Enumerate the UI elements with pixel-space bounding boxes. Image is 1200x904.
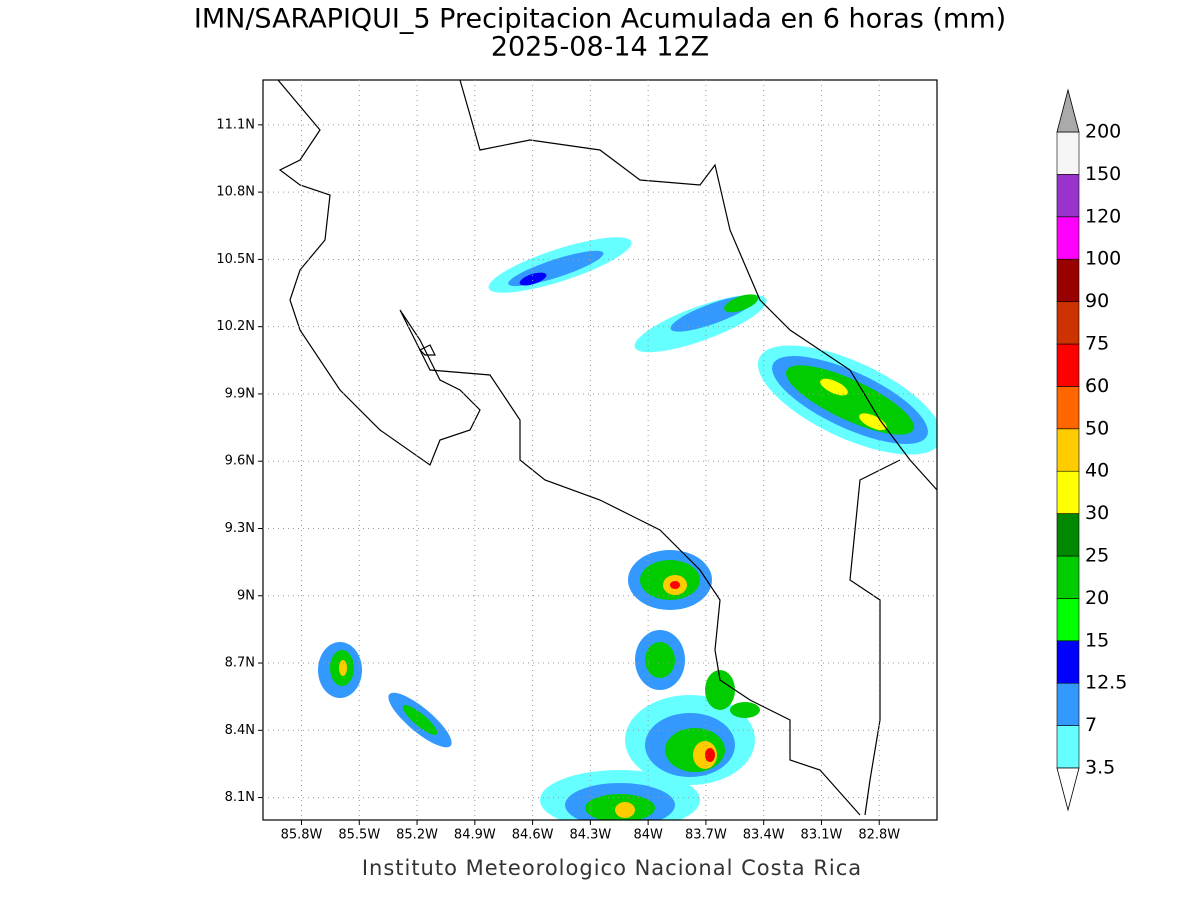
colorbar-label: 90 xyxy=(1085,290,1109,312)
colorbar-label: 100 xyxy=(1085,248,1121,270)
colorbar-swatch xyxy=(1056,640,1080,684)
colorbar-swatch xyxy=(1056,725,1080,769)
y-tick-label: 8.7N xyxy=(225,656,255,671)
rain-band xyxy=(757,345,937,455)
colorbar-swatch xyxy=(1056,386,1080,430)
colorbar-label: 30 xyxy=(1085,502,1109,524)
rain-cell xyxy=(540,770,700,820)
x-tick-label: 83.4W xyxy=(743,828,785,843)
y-tick-label: 8.4N xyxy=(225,723,255,738)
colorbar-label: 3.5 xyxy=(1085,757,1115,779)
rain-cell xyxy=(318,642,362,698)
colorbar-swatch xyxy=(1056,513,1080,557)
colorbar-label: 50 xyxy=(1085,417,1109,439)
colorbar-over xyxy=(1056,88,1080,133)
y-tick-label: 10.2N xyxy=(216,319,255,334)
y-tick-label: 10.8N xyxy=(216,185,255,200)
x-tick-label: 85.2W xyxy=(396,828,438,843)
rain-band xyxy=(488,237,632,293)
colorbar-label: 200 xyxy=(1085,121,1121,143)
y-tick-label: 9.6N xyxy=(225,454,255,469)
x-tick-label: 85.8W xyxy=(281,828,323,843)
x-tick-label: 84.6W xyxy=(512,828,554,843)
colorbar-swatch xyxy=(1056,174,1080,218)
colorbar-label: 20 xyxy=(1085,587,1109,609)
y-tick-label: 11.1N xyxy=(216,117,255,132)
rain-cell xyxy=(628,550,712,610)
colorbar-label: 150 xyxy=(1085,163,1121,185)
title: IMN/SARAPIQUI_5 Precipitacion Acumulada … xyxy=(194,4,1006,35)
y-tick-label: 10.5N xyxy=(216,252,255,267)
colorbar-swatch xyxy=(1056,470,1080,514)
colorbar-label: 15 xyxy=(1085,629,1109,651)
colorbar-swatch xyxy=(1056,428,1080,472)
rain-cell xyxy=(388,692,452,748)
precipitation xyxy=(318,237,937,820)
x-tick-label: 83.1W xyxy=(801,828,843,843)
colorbar-swatch xyxy=(1056,258,1080,302)
plot-area xyxy=(262,79,938,821)
colorbar-label: 120 xyxy=(1085,205,1121,227)
subtitle: 2025-08-14 12Z xyxy=(491,32,709,63)
y-tick-label: 9.3N xyxy=(225,521,255,536)
y-tick-label: 9.9N xyxy=(225,386,255,401)
plot-frame xyxy=(262,79,938,821)
colorbar-swatch xyxy=(1056,682,1080,726)
y-tick-label: 8.1N xyxy=(225,790,255,805)
x-tick-label: 84W xyxy=(633,828,663,843)
colorbar-under xyxy=(1056,767,1080,812)
x-tick-label: 83.7W xyxy=(685,828,727,843)
x-tick-label: 84.3W xyxy=(569,828,611,843)
coastline xyxy=(277,80,937,816)
rain-cell xyxy=(635,630,760,718)
credit: Instituto Meteorologico Nacional Costa R… xyxy=(362,856,862,880)
colorbar-swatch xyxy=(1056,343,1080,387)
colorbar-swatch xyxy=(1056,555,1080,599)
colorbar-label: 12.5 xyxy=(1085,672,1127,694)
x-tick-label: 82.8W xyxy=(858,828,900,843)
colorbar-label: 60 xyxy=(1085,375,1109,397)
rain-cell xyxy=(625,695,755,785)
x-tick-label: 85.5W xyxy=(338,828,380,843)
colorbar-label: 40 xyxy=(1085,460,1109,482)
rain-band xyxy=(634,294,767,353)
x-tick-label: 84.9W xyxy=(454,828,496,843)
colorbar-swatch xyxy=(1056,131,1080,175)
colorbar-label: 7 xyxy=(1085,714,1097,736)
y-tick-label: 9N xyxy=(237,588,255,603)
colorbar-swatch xyxy=(1056,216,1080,260)
colorbar-label: 75 xyxy=(1085,333,1109,355)
colorbar-label: 25 xyxy=(1085,545,1109,567)
colorbar-swatch xyxy=(1056,598,1080,642)
colorbar-swatch xyxy=(1056,301,1080,345)
